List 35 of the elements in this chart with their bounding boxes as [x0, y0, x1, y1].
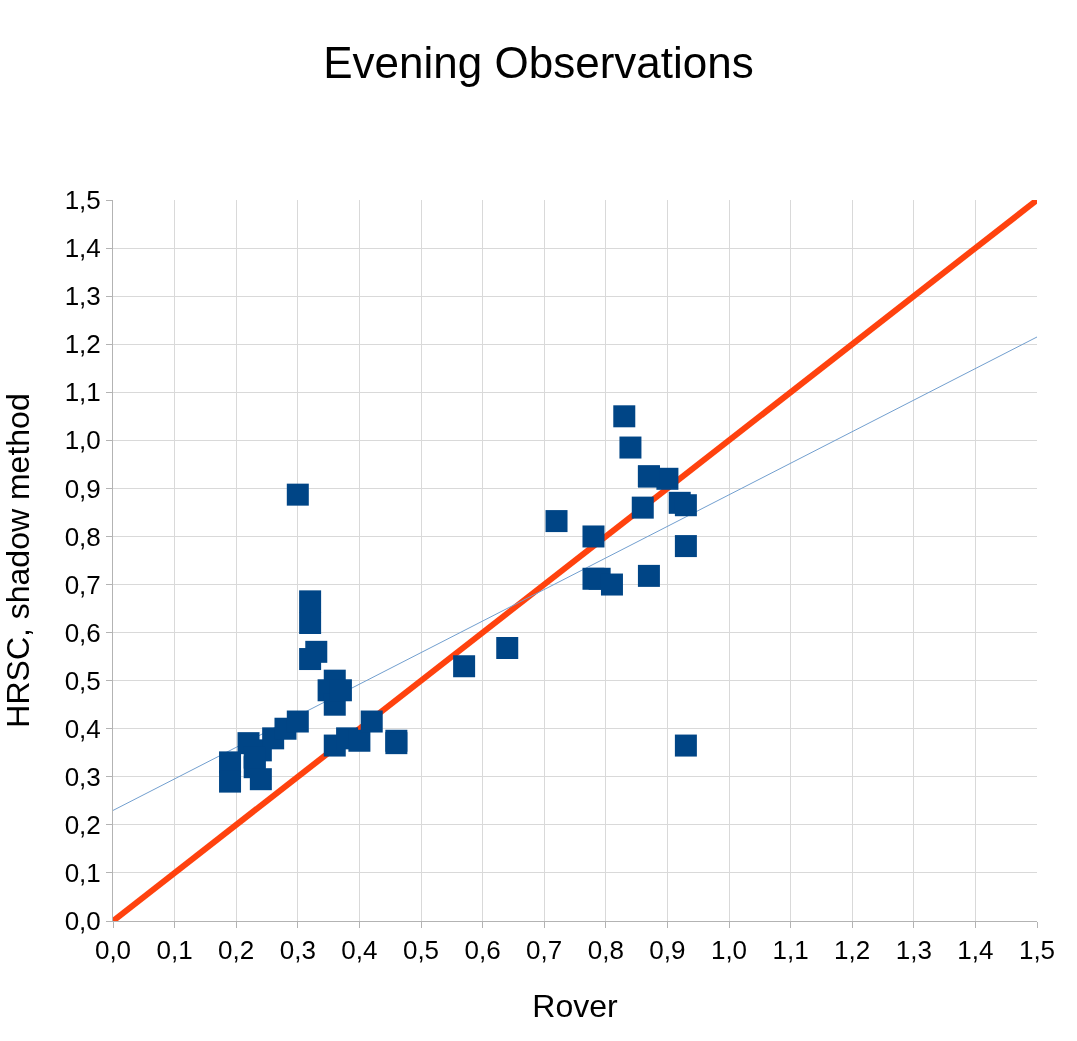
x-tick-label: 0,5: [402, 935, 440, 966]
x-tick-label: 0,6: [464, 935, 501, 966]
x-tick-label: 1,4: [957, 935, 994, 966]
x-tick-label: 1,1: [772, 935, 809, 966]
y-tick-label: 1,2: [64, 329, 101, 360]
y-tick-label: 0,7: [64, 569, 101, 600]
y-tick-label: 1,3: [64, 281, 101, 312]
y-tick-label: 0,9: [64, 473, 101, 504]
x-tick-label: 0,3: [279, 935, 316, 966]
y-tick-label: 1,1: [64, 377, 101, 408]
y-tick-label: 1,0: [64, 425, 101, 456]
y-tick-label: 1,5: [64, 185, 101, 216]
x-tick-label: 0,2: [218, 935, 255, 966]
y-tick-label: 1,4: [64, 233, 101, 264]
y-axis-title: HRSC, shadow method: [0, 393, 36, 728]
y-tick-label: 0,8: [64, 521, 101, 552]
x-tick-label: 0,7: [526, 935, 563, 966]
x-tick-label: 1,3: [895, 935, 932, 966]
x-tick-label: 0,8: [587, 935, 624, 966]
x-tick-label: 1,2: [834, 935, 871, 966]
x-tick-label: 1,0: [710, 935, 748, 966]
x-tick-label: 0,9: [649, 935, 686, 966]
x-axis-title: Rover: [532, 988, 619, 1025]
y-tick-label: 0,3: [64, 761, 101, 792]
x-tick-label: 0,1: [156, 935, 193, 966]
x-tick-label: 1,5: [1018, 935, 1056, 966]
chart-title: Evening Observations: [323, 37, 754, 87]
y-tick-label: 0,6: [64, 617, 101, 648]
y-tick-label: 0,2: [64, 809, 101, 840]
y-tick-label: 0,4: [64, 713, 101, 744]
y-tick-label: 0,5: [64, 665, 101, 696]
x-tick-label: 0,0: [94, 935, 132, 966]
y-tick-label: 0,1: [64, 858, 101, 889]
x-tick-label: 0,4: [341, 935, 378, 966]
y-tick-label: 0,0: [64, 906, 101, 937]
